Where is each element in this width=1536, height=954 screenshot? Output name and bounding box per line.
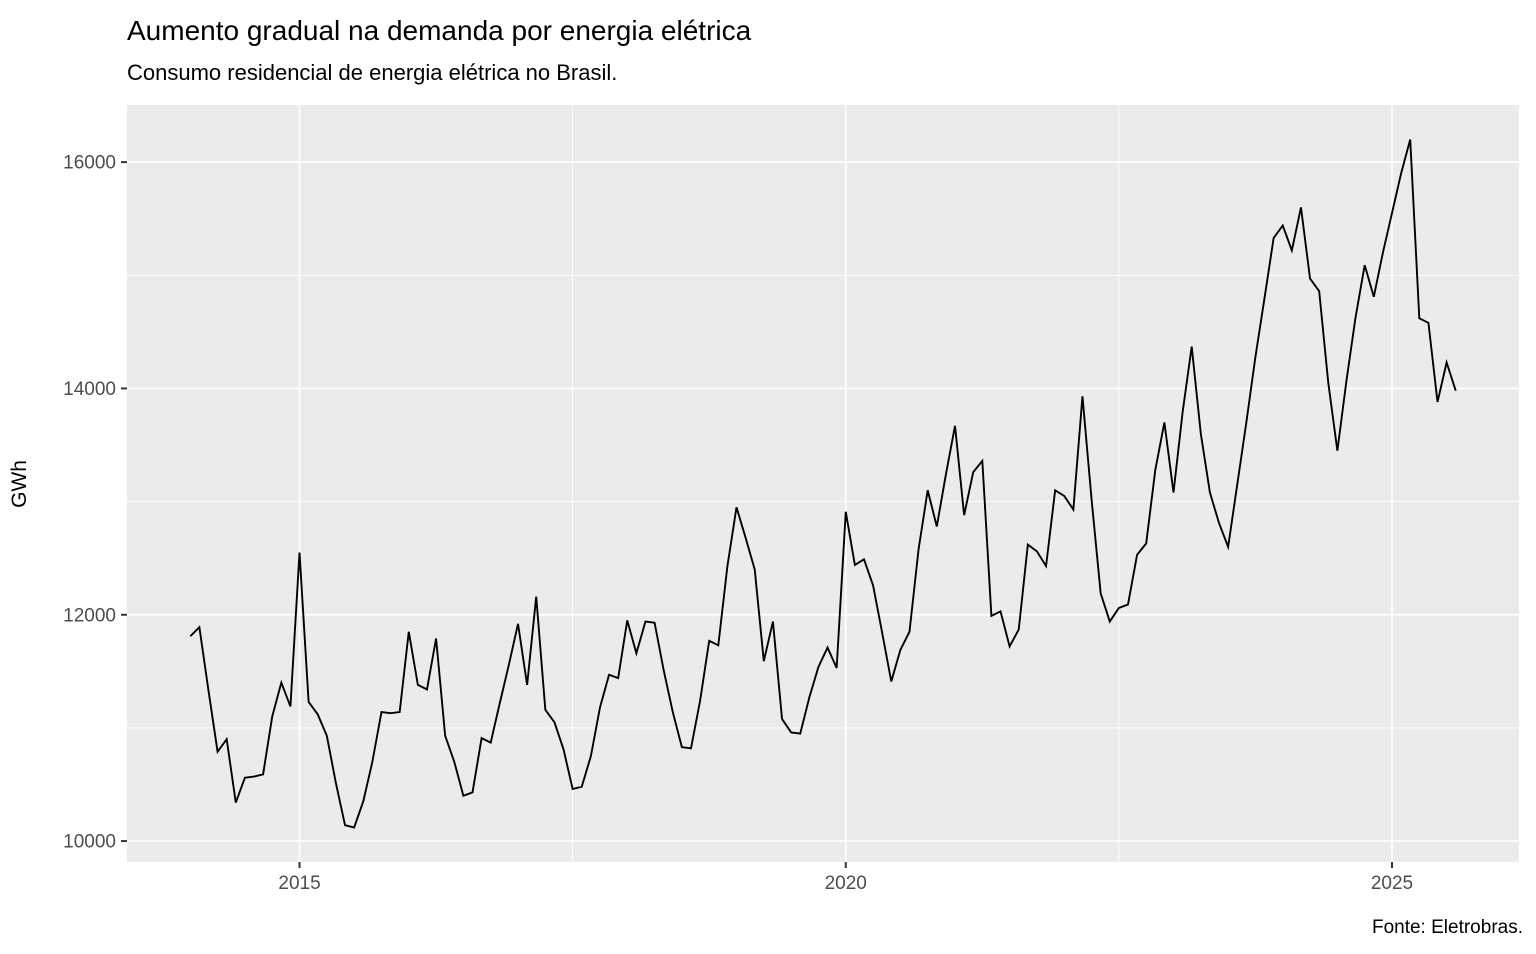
series-line [189,139,1457,829]
plot-panel [127,105,1519,862]
chart-caption: Fonte: Eletrobras. [1372,917,1523,938]
axis-tick-marks [121,161,1393,868]
y-tick-label: 14000 [63,379,116,400]
axis-tick-labels: 10000 12000 14000 16000 2015 2020 2025 [63,153,1413,894]
y-tick-label: 12000 [63,605,116,626]
x-tick-label: 2015 [278,873,320,894]
x-tick-label: 2025 [1371,873,1413,894]
y-tick-label: 16000 [63,153,116,174]
major-gridlines [127,105,1519,862]
minor-gridlines [127,105,1519,862]
chart-subtitle: Consumo residencial de energia elétrica … [127,60,617,85]
page-title: Aumento gradual na demanda por energia e… [127,15,752,46]
data-series [189,139,1457,829]
y-axis-title: GWh [8,460,31,508]
x-tick-label: 2020 [825,873,867,894]
y-tick-label: 10000 [63,832,116,853]
